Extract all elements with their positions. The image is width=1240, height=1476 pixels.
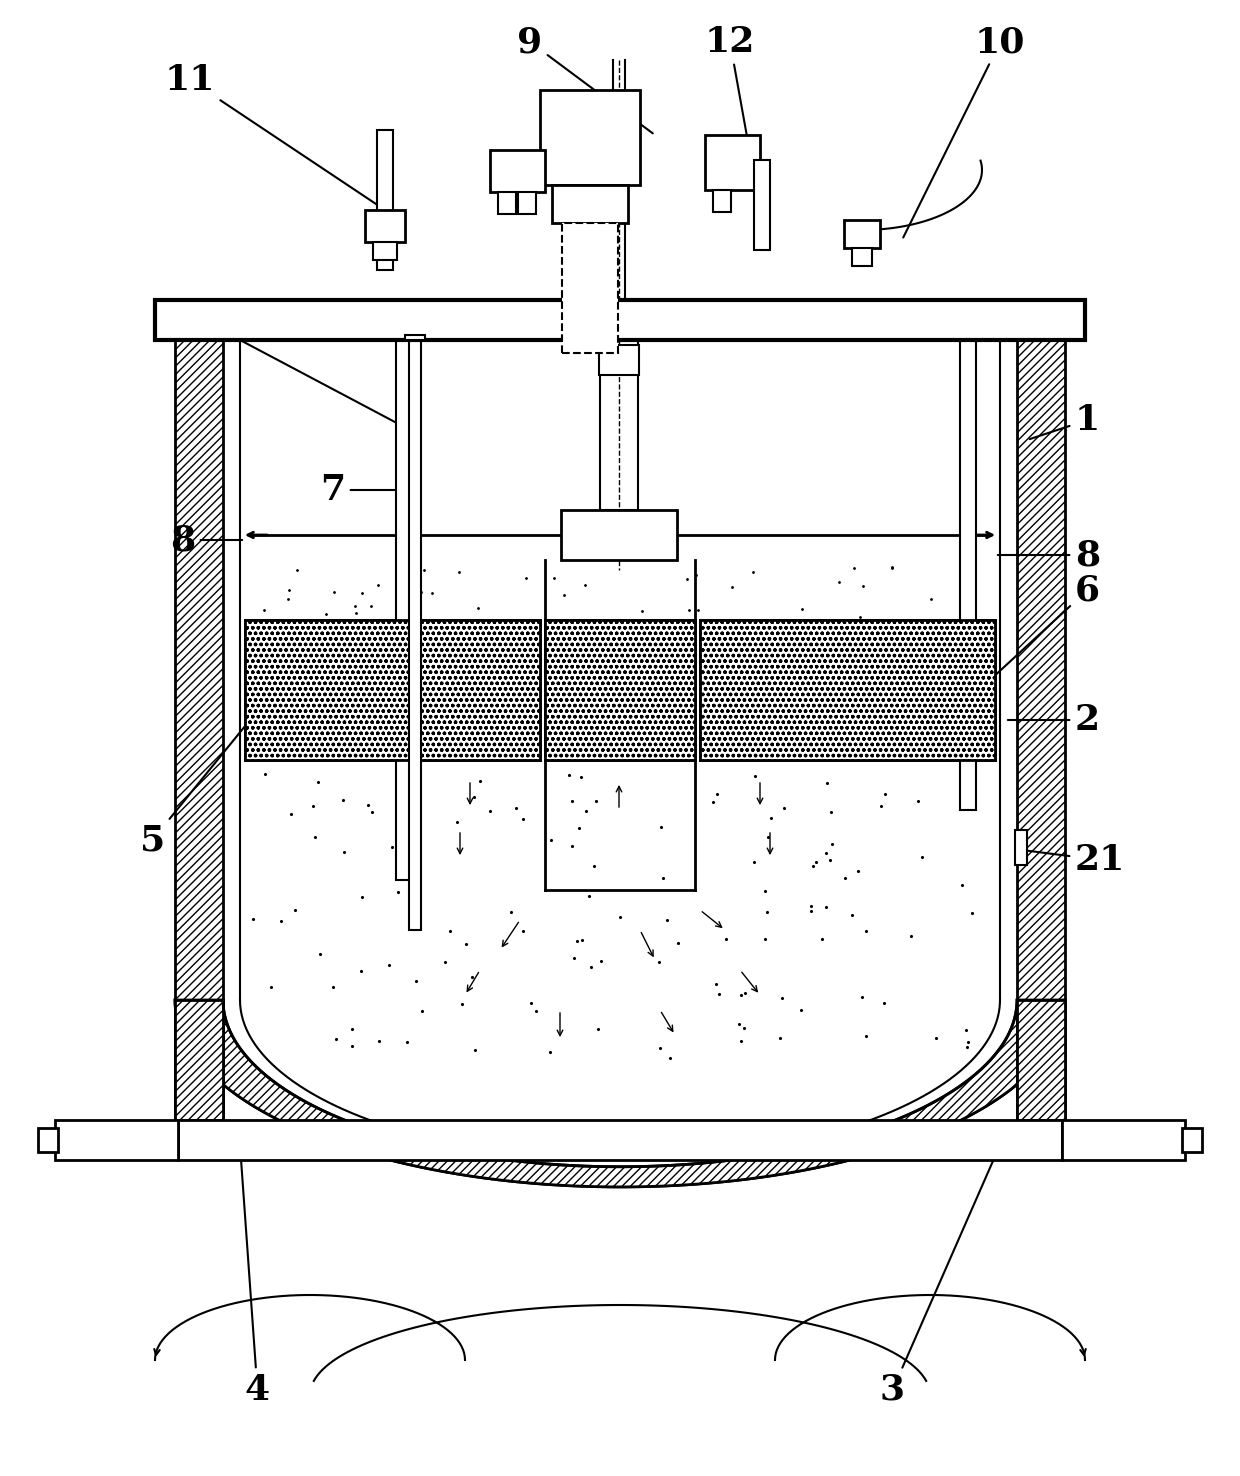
Bar: [175, 339, 223, 1001]
Bar: [405, 335, 425, 339]
Bar: [175, 1001, 223, 1120]
Text: 12: 12: [704, 25, 761, 217]
Text: 11: 11: [165, 63, 383, 208]
Bar: [552, 184, 627, 223]
Bar: [55, 1120, 179, 1160]
Bar: [179, 1120, 1061, 1160]
Bar: [600, 339, 639, 511]
Bar: [754, 159, 770, 249]
Text: 5: 5: [140, 722, 248, 858]
Bar: [396, 339, 410, 880]
Bar: [599, 345, 639, 375]
Bar: [498, 192, 516, 214]
Bar: [518, 192, 536, 214]
Bar: [1016, 830, 1027, 865]
Text: 10: 10: [903, 25, 1025, 238]
Bar: [960, 339, 976, 810]
Text: 6: 6: [992, 573, 1100, 677]
Bar: [246, 620, 539, 760]
Bar: [560, 511, 677, 559]
Text: 21: 21: [1024, 843, 1126, 877]
Bar: [377, 130, 393, 270]
Bar: [701, 620, 994, 760]
Text: 8: 8: [170, 523, 242, 556]
Bar: [38, 1128, 58, 1151]
Text: 7: 7: [320, 472, 409, 506]
Bar: [365, 210, 405, 242]
Bar: [539, 90, 640, 184]
Bar: [490, 151, 546, 192]
Bar: [1182, 1128, 1202, 1151]
Bar: [1017, 339, 1065, 1001]
Bar: [546, 620, 694, 760]
Bar: [155, 300, 1085, 339]
Bar: [852, 248, 872, 266]
Polygon shape: [175, 1001, 1065, 1187]
Bar: [373, 242, 397, 260]
Text: 2: 2: [1008, 703, 1100, 737]
Bar: [1061, 1120, 1185, 1160]
Bar: [409, 339, 422, 930]
Text: 3: 3: [880, 1147, 999, 1407]
Bar: [713, 190, 732, 213]
Text: 4: 4: [241, 1148, 270, 1407]
Bar: [1017, 1001, 1065, 1120]
Bar: [562, 223, 618, 353]
Text: 1: 1: [1029, 403, 1100, 440]
Text: 9: 9: [517, 25, 652, 133]
Text: 8: 8: [998, 537, 1100, 573]
Bar: [844, 220, 880, 248]
Bar: [706, 134, 760, 190]
